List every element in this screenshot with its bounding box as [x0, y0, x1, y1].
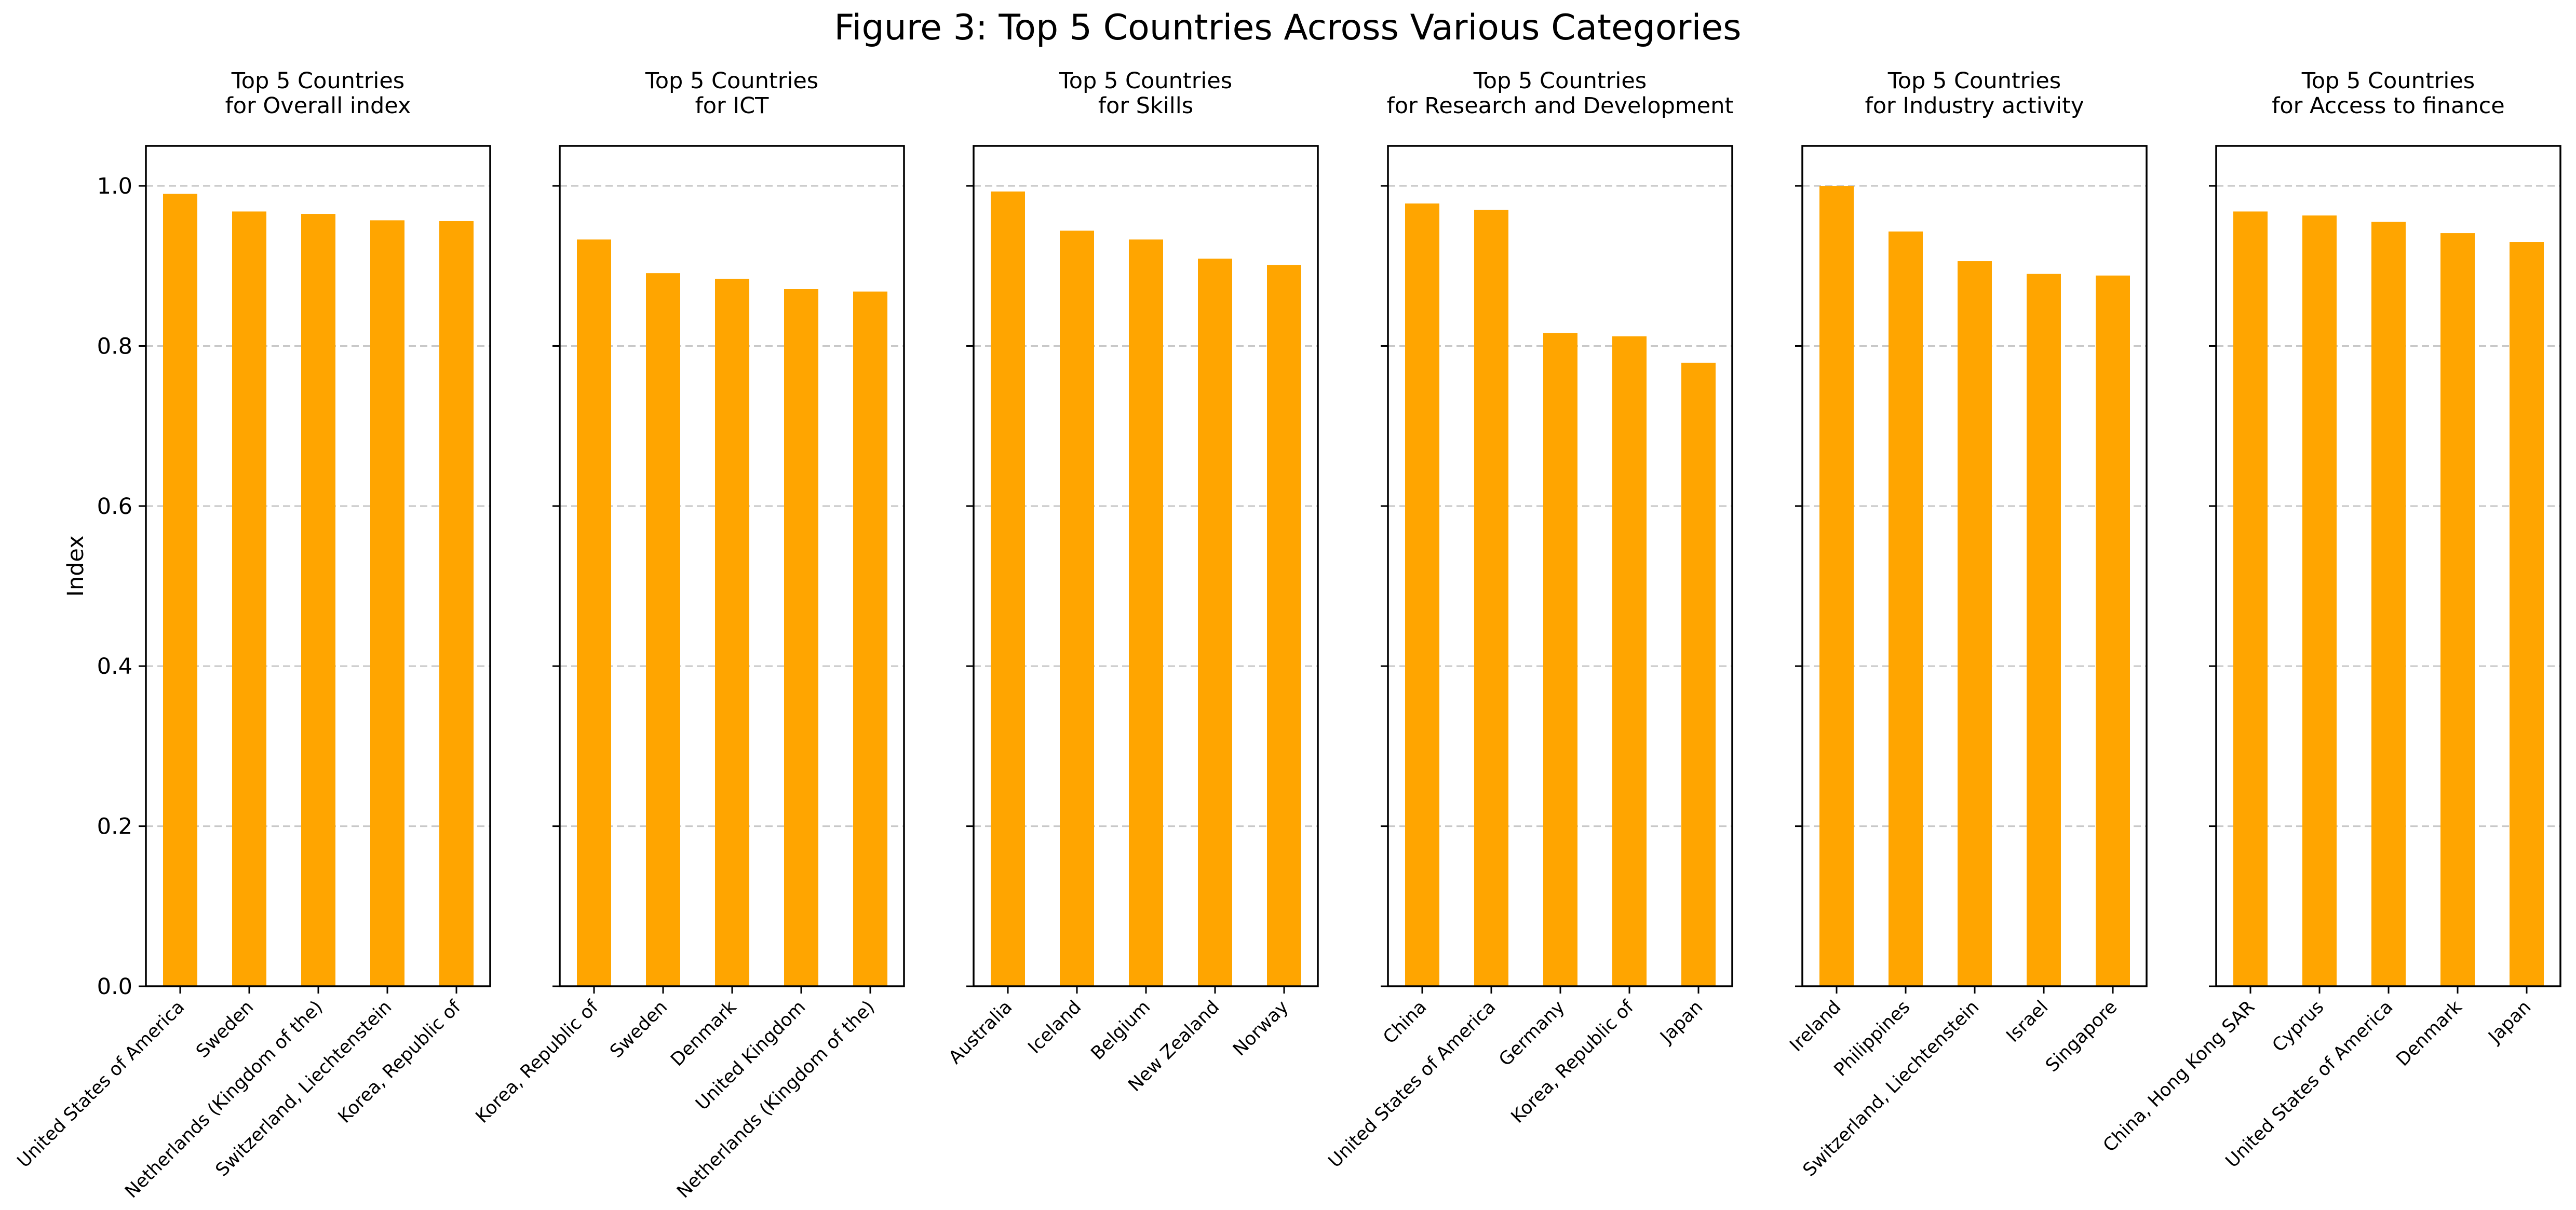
x-tick-label: Australia [945, 997, 1017, 1068]
bar [2440, 233, 2475, 986]
subplot-title: Top 5 Countries for Industry activity [1865, 68, 2084, 119]
x-tick-label: Ireland [1786, 997, 1845, 1056]
x-tick-label: Korea, Republic of [1507, 997, 1638, 1127]
x-tick-label: Denmark [667, 997, 741, 1071]
x-tick-label: Germany [1495, 997, 1569, 1070]
y-tick-label: 0.6 [97, 494, 132, 520]
bar [2096, 275, 2130, 986]
bar [1405, 203, 1439, 987]
bar [991, 191, 1025, 987]
subplot-title: Top 5 Countries for Access to finance [2272, 68, 2505, 119]
x-tick-label: Israel [2002, 997, 2052, 1046]
bar [1267, 265, 1301, 987]
y-tick-label: 0.2 [97, 814, 132, 840]
bar [1612, 336, 1647, 986]
bar [1889, 231, 1923, 987]
subplot-title: Top 5 Countries for Overall index [225, 68, 411, 119]
x-tick-label: Denmark [2392, 997, 2466, 1071]
bar [163, 194, 197, 986]
bar [1681, 362, 1716, 986]
bar [232, 211, 266, 987]
bar [784, 289, 818, 986]
x-tick-label: China [1379, 997, 1431, 1048]
subplot-3: Top 5 Countries for Skills Australia Icelan… [945, 68, 1319, 1096]
y-tick-label: 1.0 [97, 173, 132, 199]
plot-frame [559, 145, 905, 987]
x-tick-label: Singapore [2042, 997, 2121, 1076]
y-axis-label: Index [63, 535, 89, 596]
x-tick-label: China, Hong Kong SAR [2099, 997, 2259, 1156]
x-tick-label: Korea, Republic of [472, 997, 603, 1127]
subplot-6: Top 5 Countries for Access to finance Chin… [2099, 68, 2561, 1172]
bar [370, 220, 404, 986]
x-tick-label: Japan [2484, 997, 2535, 1048]
y-tick-label: 0.4 [97, 654, 132, 679]
bar [1474, 210, 1508, 986]
plot-frame [1801, 145, 2148, 987]
figure-title: Figure 3: Top 5 Countries Across Various… [834, 7, 1741, 48]
plot-frame [2215, 145, 2561, 987]
bar [2027, 274, 2061, 986]
bar [853, 291, 887, 986]
subplot-title: Top 5 Countries for Skills [1059, 68, 1232, 119]
bar [1198, 259, 1232, 986]
subplots: 0.0 0.2 0.4 0.6 0.8 1.0 Index Top 5 Countries fo… [14, 68, 2561, 1202]
subplot-5: Top 5 Countries for Industry activity Irel… [1786, 68, 2148, 1181]
plot-frame [145, 145, 491, 987]
bar [1543, 333, 1577, 987]
bar [1060, 230, 1094, 986]
plot-frame [1387, 145, 1733, 987]
subplot-2: Top 5 Countries for ICT Korea, Republic of… [472, 68, 905, 1202]
x-tick-label: Japan [1656, 997, 1707, 1048]
subplot-4: Top 5 Countries for Research and Developm… [1325, 68, 1734, 1172]
x-tick-label: Korea, Republic of [334, 997, 465, 1127]
x-tick-label: Sweden [606, 997, 671, 1062]
y-tick-label: 0.8 [97, 333, 132, 359]
x-tick-label: Sweden [192, 997, 258, 1062]
subplot-title: Top 5 Countries for ICT [645, 68, 818, 119]
bar [1958, 261, 1992, 986]
bar [2302, 215, 2337, 986]
x-tick-label: United States of America [14, 997, 189, 1172]
bar [439, 221, 474, 986]
bar [2233, 211, 2268, 987]
plot-frame [973, 145, 1319, 987]
y-tick-label: 0.0 [97, 974, 132, 1000]
bar [301, 214, 335, 986]
bar [646, 273, 680, 986]
bar [1819, 186, 1854, 987]
bar [715, 278, 749, 986]
x-tick-label: Iceland [1024, 997, 1086, 1058]
x-tick-label: Norway [1229, 997, 1292, 1060]
bar [1129, 239, 1163, 987]
subplot-title: Top 5 Countries for Research and Developm… [1387, 68, 1734, 119]
x-tick-label: Cyprus [2269, 997, 2328, 1056]
x-tick-label: Belgium [1087, 997, 1155, 1064]
subplot-1: 0.0 0.2 0.4 0.6 0.8 1.0 Index Top 5 Countries fo… [14, 68, 491, 1202]
bar [2510, 242, 2544, 986]
bar [577, 239, 611, 987]
bar [2371, 222, 2406, 986]
